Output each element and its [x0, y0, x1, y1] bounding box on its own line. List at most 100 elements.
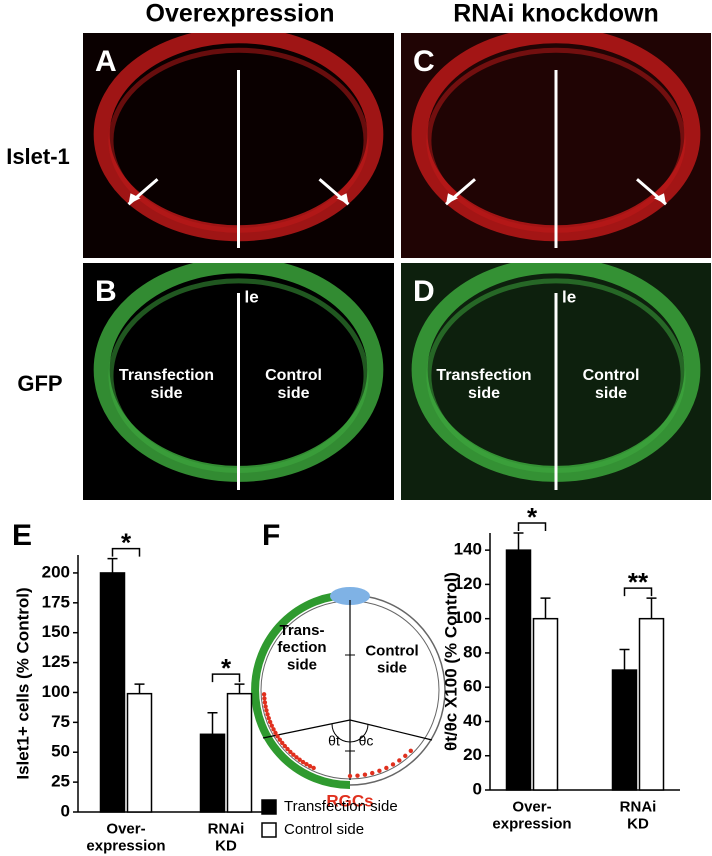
y-tick-label: 175: [42, 592, 70, 611]
angle-ray: [349, 719, 433, 741]
error-bar: [540, 597, 551, 619]
cell-dot: [355, 773, 360, 778]
y-tick-label: 120: [454, 574, 482, 593]
bar: [532, 617, 559, 791]
y-tick-label: 200: [42, 562, 70, 581]
y-tick-label: 25: [51, 772, 70, 791]
angle-diagram: [251, 587, 446, 789]
x-tick-label: Over-expression: [86, 820, 165, 854]
cell-dot: [291, 752, 296, 757]
cell-dot: [370, 770, 375, 776]
cell-dot: [269, 723, 274, 728]
error-bar: [207, 712, 218, 735]
x-tick-label: Over-expression: [492, 798, 571, 832]
cell-dot: [266, 715, 271, 721]
bar: [199, 733, 226, 813]
row-label: GFP: [17, 371, 62, 396]
cell-dot: [261, 692, 267, 697]
cell-dot: [267, 719, 273, 725]
cell-dot: [273, 730, 278, 736]
cell-dot: [262, 700, 268, 705]
cell-dot: [288, 749, 293, 755]
legend-swatch: [261, 799, 277, 815]
side-label: Control side: [265, 367, 322, 402]
y-tick-label: 20: [463, 745, 482, 764]
cell-dot: [307, 763, 313, 769]
significance-bracket: [211, 673, 241, 683]
y-tick-label: 40: [463, 711, 482, 730]
cell-dot: [347, 773, 353, 779]
diagram-label: Trans-fection side: [277, 622, 326, 674]
micrograph: [401, 33, 711, 258]
arrow-head: [446, 193, 458, 205]
cell-dot: [297, 757, 302, 762]
lens: [330, 587, 370, 605]
error-bar: [646, 597, 657, 619]
cell-dot: [408, 748, 414, 754]
column-header: Overexpression: [146, 0, 335, 28]
angle-label: θt: [328, 733, 340, 749]
side-label: Transfection side: [436, 367, 531, 402]
cell-dot: [390, 762, 396, 767]
cell-dot: [384, 765, 389, 771]
diagram-label: Control side: [365, 642, 418, 676]
y-tick-label: 125: [42, 652, 70, 671]
cell-dot: [282, 743, 288, 749]
y-tick-label: 140: [454, 540, 482, 559]
cell-dot: [300, 759, 306, 765]
cell-dot: [285, 746, 290, 752]
legend-label: Transfection side: [284, 798, 398, 815]
column-header: RNAi knockdown: [453, 0, 659, 28]
error-bar: [107, 557, 118, 573]
cell-dot: [294, 755, 299, 760]
y-tick-label: 60: [463, 677, 482, 696]
x-tick-label: RNAi KD: [208, 820, 245, 854]
cell-dots: [261, 692, 316, 771]
micrograph: [83, 263, 394, 500]
significance-bracket: [517, 522, 547, 531]
cell-dot: [377, 768, 382, 774]
panel-letter: C: [413, 45, 435, 78]
significance-label: *: [527, 502, 538, 532]
cell-dot: [271, 727, 276, 732]
significance-bracket: [111, 547, 141, 557]
bar: [126, 692, 153, 813]
significance-bracket: [623, 587, 653, 597]
significance-label: *: [121, 527, 132, 557]
panel-letter: E: [12, 519, 32, 552]
panel-letter: B: [95, 275, 117, 308]
significance-label: **: [628, 567, 649, 597]
arrow-head: [128, 193, 141, 205]
side-label: Transfection side: [119, 367, 214, 402]
y-axis-label: Islet1+ cells (% Control): [13, 587, 32, 779]
bar: [505, 549, 532, 791]
arrow-head: [654, 193, 666, 205]
micrograph: [83, 33, 394, 258]
side-label: Control side: [583, 367, 640, 402]
arrow-head: [336, 193, 349, 205]
cell-dot: [362, 772, 368, 777]
panel-letter: A: [95, 45, 117, 78]
y-axis-label: θt/θc X100 (% Control): [441, 572, 460, 751]
y-tick-label: 150: [42, 622, 70, 641]
y-tick-label: 100: [454, 608, 482, 627]
cell-dot: [275, 734, 280, 739]
y-tick-label: 0: [61, 801, 70, 820]
cell-dot: [262, 696, 267, 701]
y-tick-label: 80: [463, 642, 482, 661]
error-bar: [134, 683, 145, 694]
cell-dot: [263, 704, 268, 709]
error-bar: [234, 683, 245, 694]
marker-label: le: [562, 287, 576, 306]
bar: [226, 692, 253, 813]
y-tick-label: 75: [51, 712, 70, 731]
transfected-arc: [251, 591, 351, 789]
y-tick-label: 0: [473, 779, 482, 798]
bar: [638, 617, 665, 791]
cell-dot: [397, 758, 402, 763]
cell-dot: [304, 761, 309, 767]
x-tick-label: RNAi KD: [620, 798, 657, 832]
cell-dot: [403, 753, 408, 759]
error-bar: [513, 532, 524, 551]
